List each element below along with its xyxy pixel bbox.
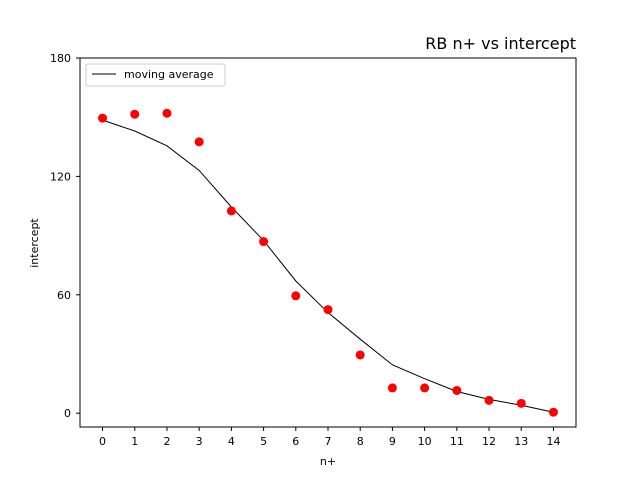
x-tick-label: 7 (325, 435, 332, 448)
scatter-point (420, 383, 430, 393)
scatter-point (484, 395, 494, 405)
x-tick-label: 10 (418, 435, 432, 448)
x-axis-label: n+ (320, 455, 336, 468)
x-tick-label: 12 (482, 435, 496, 448)
x-tick-label: 4 (228, 435, 235, 448)
scatter-point (323, 305, 333, 315)
x-tick-label: 0 (99, 435, 106, 448)
y-tick-label: 60 (57, 289, 71, 302)
y-axis-label: intercept (28, 218, 41, 268)
x-tick-label: 6 (292, 435, 299, 448)
scatter-point (226, 206, 236, 216)
scatter-point (259, 237, 269, 247)
legend-label: moving average (124, 68, 214, 81)
x-tick-label: 13 (514, 435, 528, 448)
y-tick-label: 180 (50, 52, 71, 65)
y-axis-ticks: 0 60 120 180 (50, 52, 80, 420)
plot-frame (79, 57, 577, 428)
x-tick-label: 9 (389, 435, 396, 448)
legend-box (85, 63, 226, 87)
plot-area (80, 58, 576, 427)
scatter-point (291, 291, 301, 301)
y-tick-label: 120 (50, 170, 71, 183)
scatter-point (194, 137, 204, 147)
chart-title: RB n+ vs intercept (425, 34, 576, 53)
scatter-point (98, 113, 108, 123)
x-tick-label: 2 (163, 435, 170, 448)
scatter-point (452, 385, 462, 395)
scatter-point (162, 108, 172, 118)
x-tick-label: 8 (357, 435, 364, 448)
x-tick-label: 1 (131, 435, 138, 448)
scatter-points (98, 108, 558, 417)
x-tick-label: 14 (546, 435, 560, 448)
x-tick-label: 5 (260, 435, 267, 448)
legend: moving average (85, 63, 226, 87)
scatter-point (355, 350, 365, 360)
scatter-point (130, 109, 140, 119)
x-tick-label: 3 (196, 435, 203, 448)
y-tick-label: 0 (64, 407, 71, 420)
scatter-point (516, 398, 526, 408)
x-axis-ticks: 0 1 2 3 4 5 6 7 8 9 10 11 12 13 14 (99, 427, 560, 448)
x-tick-label: 11 (450, 435, 464, 448)
scatter-point (387, 383, 397, 393)
scatter-point (548, 407, 558, 417)
